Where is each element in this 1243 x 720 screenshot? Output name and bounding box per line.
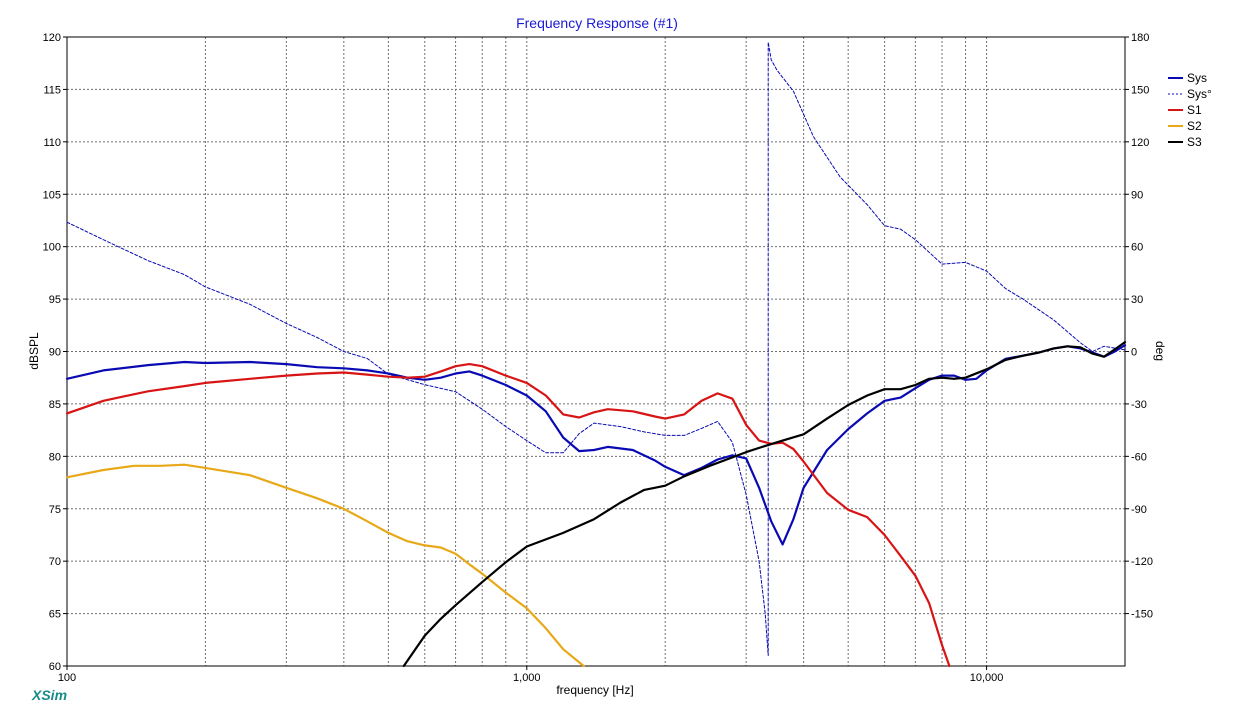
y2-tick-label: 150 (1131, 84, 1149, 96)
y-tick-label: 90 (49, 347, 61, 359)
series-line-sys (65, 344, 1127, 546)
x-tick-label: 1,000 (513, 672, 541, 684)
y-tick-label: 105 (43, 189, 61, 201)
y-tick-label: 95 (49, 294, 61, 306)
y-tick-label: 115 (43, 84, 61, 96)
y-tick-label: 75 (49, 504, 61, 516)
y-axis-label: dBSPL (27, 332, 41, 370)
y2-tick-label: -150 (1131, 609, 1153, 621)
series-line-s2 (65, 463, 585, 668)
y2-axis-ticks: 180 150 120 90 60 30 0 -30 -60 -90 -120 -150 (1125, 32, 1153, 621)
series-line-sys-phase (66, 41, 1126, 656)
x-tick-label: 10,000 (970, 672, 1004, 684)
y-tick-label: 110 (43, 137, 61, 149)
y2-tick-label: 120 (1131, 137, 1149, 149)
legend-label: S2 (1187, 119, 1202, 133)
series-layer (65, 41, 1127, 668)
legend: Sys Sys° S1 S2 S3 (1168, 71, 1212, 149)
y2-tick-label: -90 (1131, 504, 1147, 516)
series-line-s3 (402, 341, 1127, 668)
y-tick-label: 80 (49, 451, 61, 463)
y2-tick-label: 30 (1131, 294, 1143, 306)
legend-label: Sys (1187, 71, 1207, 85)
grid (67, 37, 1125, 666)
y2-tick-label: -120 (1131, 556, 1153, 568)
y2-tick-label: -60 (1131, 451, 1147, 463)
y-tick-label: 70 (49, 556, 61, 568)
legend-label: S1 (1187, 103, 1202, 117)
y2-axis-label: deg (1153, 341, 1167, 361)
y2-tick-label: 90 (1131, 189, 1143, 201)
legend-label: Sys° (1187, 87, 1212, 101)
x-axis-label: frequency [Hz] (556, 683, 633, 697)
brand-logo: XSim (31, 687, 67, 703)
x-axis-ticks: 100 1,000 10,000 (58, 666, 1004, 684)
y-tick-label: 65 (49, 609, 61, 621)
series-line-s1 (65, 363, 951, 668)
y2-tick-label: -30 (1131, 399, 1147, 411)
y-tick-label: 60 (49, 661, 61, 673)
y-tick-label: 120 (43, 32, 61, 44)
y-axis-ticks: 120 115 110 105 100 95 90 85 80 75 70 65 60 (43, 32, 67, 673)
legend-label: S3 (1187, 135, 1202, 149)
x-tick-label: 100 (58, 672, 76, 684)
y-tick-label: 100 (43, 242, 61, 254)
y2-tick-label: 180 (1131, 32, 1149, 44)
chart-title: Frequency Response (#1) (516, 15, 678, 31)
y2-tick-label: 60 (1131, 242, 1143, 254)
y2-tick-label: 0 (1131, 347, 1137, 359)
y-tick-label: 85 (49, 399, 61, 411)
